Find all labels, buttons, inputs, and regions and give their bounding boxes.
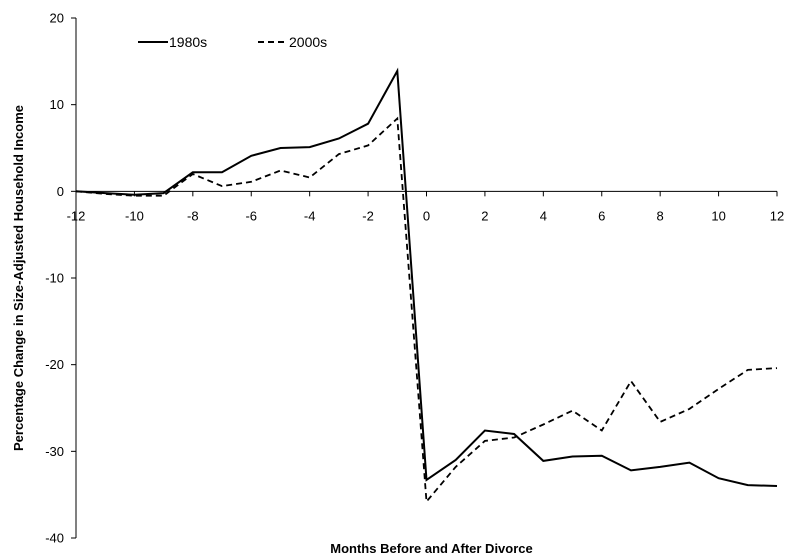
y-ticks: -40 -30 -20 -10 0 10 20 [45,11,76,546]
x-tick-label: 4 [540,208,547,223]
x-axis-title: Months Before and After Divorce [330,541,533,556]
series-layer [75,67,778,504]
y-tick-label: -40 [45,531,64,546]
x-tick-label: 0 [423,208,430,223]
legend: 1980s 2000s [138,34,327,50]
x-tick-label: 12 [770,208,784,223]
y-tick-label: 20 [50,11,64,26]
legend-label-2000s: 2000s [289,34,327,50]
y-tick-label: 10 [50,97,64,112]
x-tick-label: -6 [245,208,257,223]
x-tick-label: -10 [125,208,144,223]
x-tick-label: 8 [657,208,664,223]
x-tick-label: -4 [304,208,316,223]
series-line-1980s [75,67,778,487]
x-tick-label: 10 [711,208,725,223]
x-tick-label: 6 [598,208,605,223]
axes [75,18,777,538]
x-ticks: -12 -10 -8 -6 -4 -2 0 2 4 6 8 10 12 [67,191,784,223]
y-tick-label: -20 [45,357,64,372]
y-tick-label: -30 [45,444,64,459]
series-line-2000s [75,116,778,504]
x-tick-label: 2 [481,208,488,223]
x-tick-label: -2 [362,208,374,223]
y-tick-label: 0 [57,184,64,199]
y-tick-label: -10 [45,271,64,286]
y-axis-title: Percentage Change in Size-Adjusted House… [11,105,26,451]
x-tick-label: -8 [187,208,199,223]
legend-label-1980s: 1980s [169,34,207,50]
x-tick-label: -12 [67,208,86,223]
